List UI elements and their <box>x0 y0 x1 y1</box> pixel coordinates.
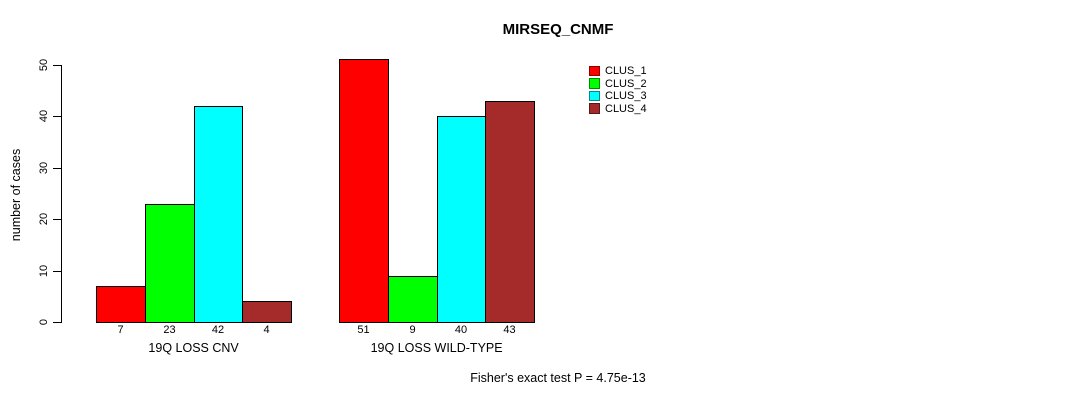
y-tick-label: 10 <box>38 264 50 277</box>
y-tick <box>53 167 62 169</box>
legend-swatch-clus_3 <box>589 90 600 102</box>
bar-clus_3-group1 <box>194 105 243 323</box>
y-tick <box>53 64 62 66</box>
legend-label: CLUS_1 <box>605 65 647 77</box>
legend-swatch-clus_1 <box>589 65 600 76</box>
legend-label: CLUS_4 <box>605 102 647 115</box>
bar-value-label: 43 <box>503 324 516 336</box>
legend-swatch-clus_4 <box>589 103 600 114</box>
bar-clus_2-group2 <box>388 275 438 323</box>
bar-clus_4-group2 <box>485 100 535 323</box>
legend-label: CLUS_3 <box>605 90 647 103</box>
bar-clus_1-group2 <box>339 59 389 323</box>
bar-value-label: 23 <box>163 324 176 336</box>
y-tick <box>53 322 62 323</box>
y-tick-label: 50 <box>38 58 50 71</box>
category-label: 19Q LOSS WILD-TYPE <box>370 341 503 355</box>
y-tick-label: 40 <box>38 109 50 123</box>
category-label: 19Q LOSS CNV <box>148 341 239 355</box>
bar-clus_2-group1 <box>145 203 195 323</box>
y-axis-line <box>61 64 62 323</box>
y-tick <box>53 116 62 117</box>
legend: CLUS_1 CLUS_2 CLUS_3 CLUS_4 <box>589 65 699 125</box>
legend-swatch-clus_2 <box>589 78 600 89</box>
y-tick <box>53 270 62 272</box>
annotation-text: Fisher's exact test P = 4.75e-13 <box>470 371 646 385</box>
chart-title: MIRSEQ_CNMF <box>502 21 614 38</box>
bar-value-label: 42 <box>211 324 225 336</box>
bar-clus_4-group1 <box>242 301 292 323</box>
bar-clus_3-group2 <box>437 116 486 323</box>
y-tick-label: 20 <box>38 212 50 226</box>
y-tick-label: 30 <box>38 161 50 174</box>
bar-clus_1-group1 <box>96 285 146 323</box>
bar-value-label: 7 <box>117 324 124 336</box>
bar-value-label: 9 <box>409 324 416 336</box>
legend-label: CLUS_2 <box>605 77 647 90</box>
y-tick-label: 0 <box>38 318 50 326</box>
bar-value-label: 40 <box>454 324 468 336</box>
y-tick <box>53 219 62 220</box>
bar-value-label: 51 <box>357 324 370 336</box>
bar-value-label: 4 <box>263 324 270 336</box>
